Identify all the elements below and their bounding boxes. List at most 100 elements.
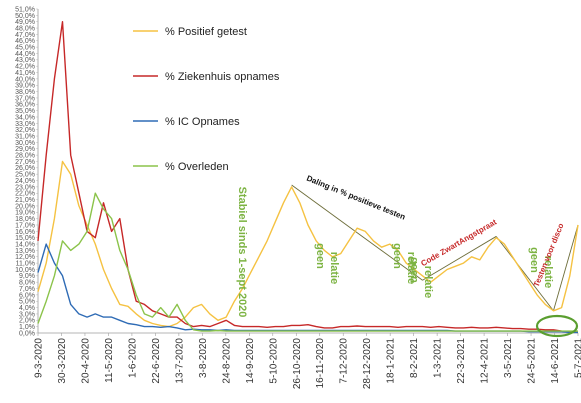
x-tick-label: 1-3-2021 (433, 338, 444, 378)
annotation-text: geen (314, 243, 326, 269)
y-axis-ticks: 0,0%1,0%2,0%3,0%4,0%5,0%6,0%7,0%8,0%9,0%… (15, 6, 38, 337)
y-tick-label: 11,0% (16, 261, 35, 268)
y-tick-label: 12,0% (15, 254, 35, 261)
trend-line (291, 184, 423, 281)
legend-label: % IC Opnames (165, 116, 240, 128)
x-tick-label: 22-3-2021 (456, 338, 467, 384)
x-tick-label: 3-8-2020 (198, 338, 209, 378)
highlight-ellipse (535, 314, 579, 338)
y-tick-label: 38,0% (15, 89, 35, 96)
annotation-text: relatie (542, 256, 554, 288)
trend-line (553, 224, 579, 311)
y-tick-label: 43,0% (15, 57, 35, 64)
y-tick-label: 16,0% (15, 229, 35, 236)
y-tick-label: 22,0% (15, 191, 35, 198)
y-tick-label: 47,0% (15, 32, 35, 39)
x-tick-label: 28-12-2020 (362, 338, 373, 390)
y-tick-label: 8,0% (19, 280, 35, 287)
x-tick-label: 1-6-2020 (127, 338, 138, 378)
y-tick-label: 10,0% (15, 267, 35, 274)
y-tick-label: 24,0% (15, 178, 35, 185)
annotation-text: Stabiel sinds 1-sept 2020 (236, 187, 248, 318)
y-tick-label: 23,0% (15, 184, 35, 191)
legend-label: % Ziekenhuis opnames (165, 71, 280, 83)
y-tick-label: 2,0% (19, 318, 35, 325)
y-tick-label: 46,0% (15, 38, 35, 45)
x-tick-label: 30-3-2020 (57, 338, 68, 384)
y-tick-label: 21,0% (15, 197, 35, 204)
x-axis-ticks: 9-3-2020 30-3-2020 20-4-2020 11-5-2020 1-6-2… (34, 333, 581, 389)
x-tick-label: 26-10-2020 (292, 338, 303, 390)
y-tick-label: 37,0% (15, 95, 35, 102)
y-tick-label: 34,0% (15, 114, 35, 121)
y-tick-label: 41,0% (15, 70, 35, 77)
x-tick-label: 12-4-2021 (480, 338, 491, 384)
y-tick-label: 48,0% (15, 25, 35, 32)
x-tick-label: 5-10-2020 (268, 338, 279, 384)
x-tick-label: 14-9-2020 (245, 338, 256, 384)
y-tick-label: 1,0% (19, 324, 35, 331)
y-tick-label: 33,0% (15, 121, 35, 128)
legend: % Positief getest % Ziekenhuis opnames % I… (133, 26, 280, 173)
y-tick-label: 44,0% (15, 51, 35, 58)
x-tick-label: 5-7-2021 (574, 338, 581, 378)
y-tick-label: 39,0% (15, 83, 35, 90)
y-tick-label: 5,0% (19, 299, 35, 306)
legend-label: % Overleden (165, 161, 229, 173)
annotations: Stabiel sinds 1-sept 2020 Daling in % pos… (236, 174, 566, 318)
y-tick-label: 30,0% (15, 140, 35, 147)
y-tick-label: 18,0% (15, 216, 35, 223)
x-tick-label: 20-4-2020 (80, 338, 91, 384)
y-tick-label: 15,0% (15, 235, 35, 242)
y-tick-label: 13,0% (15, 248, 35, 255)
y-tick-label: 0,0% (19, 330, 35, 337)
x-tick-label: 14-6-2021 (550, 338, 561, 384)
y-tick-label: 27,0% (15, 159, 35, 166)
legend-label: % Positief getest (165, 26, 247, 38)
annotation-text: geen (408, 257, 420, 283)
y-tick-label: 36,0% (15, 102, 35, 109)
x-tick-label: 24-5-2021 (527, 338, 538, 384)
y-tick-label: 4,0% (19, 305, 35, 312)
annotation-text: geen (528, 247, 540, 273)
y-tick-label: 29,0% (15, 146, 35, 153)
x-tick-label: 16-11-2020 (315, 338, 326, 389)
annotation-text: Daling in % positieve testen (305, 174, 407, 222)
y-tick-label: 45,0% (15, 45, 35, 52)
x-tick-label: 9-3-2020 (34, 338, 45, 378)
y-tick-label: 14,0% (15, 241, 35, 248)
x-tick-label: 8-2-2021 (409, 338, 420, 378)
annotation-text: relatie (328, 252, 340, 284)
x-tick-label: 11-5-2020 (104, 338, 115, 383)
series-line (37, 160, 579, 328)
x-tick-label: 7-12-2020 (339, 338, 350, 384)
annotation-text: Code ZwartAngstpraat (419, 217, 498, 268)
y-tick-label: 31,0% (15, 133, 35, 140)
y-tick-label: 9,0% (19, 273, 35, 280)
annotation-text: geen (391, 243, 403, 269)
y-tick-label: 35,0% (15, 108, 35, 115)
y-tick-label: 28,0% (15, 153, 35, 160)
series-line (37, 192, 578, 332)
x-tick-label: 24-8-2020 (221, 338, 232, 384)
y-tick-label: 26,0% (15, 165, 35, 172)
y-tick-label: 49,0% (15, 19, 35, 26)
x-tick-label: 18-1-2021 (386, 338, 397, 384)
y-tick-label: 17,0% (15, 222, 35, 229)
trend-line (495, 236, 554, 312)
x-tick-label: 22-6-2020 (151, 338, 162, 384)
annotation-text: relatie (405, 252, 417, 284)
x-tick-label: 3-5-2021 (503, 338, 514, 378)
y-tick-label: 40,0% (15, 76, 35, 83)
trend-lines (291, 184, 579, 312)
annotation-text: relatie (422, 266, 434, 298)
trend-line (422, 236, 497, 281)
y-tick-label: 7,0% (19, 286, 35, 293)
y-tick-label: 50,0% (15, 13, 35, 20)
series-lines (37, 21, 579, 334)
y-tick-label: 25,0% (15, 172, 35, 179)
y-tick-label: 20,0% (15, 203, 35, 210)
x-tick-label: 13-7-2020 (174, 338, 185, 384)
y-tick-label: 3,0% (19, 311, 35, 318)
